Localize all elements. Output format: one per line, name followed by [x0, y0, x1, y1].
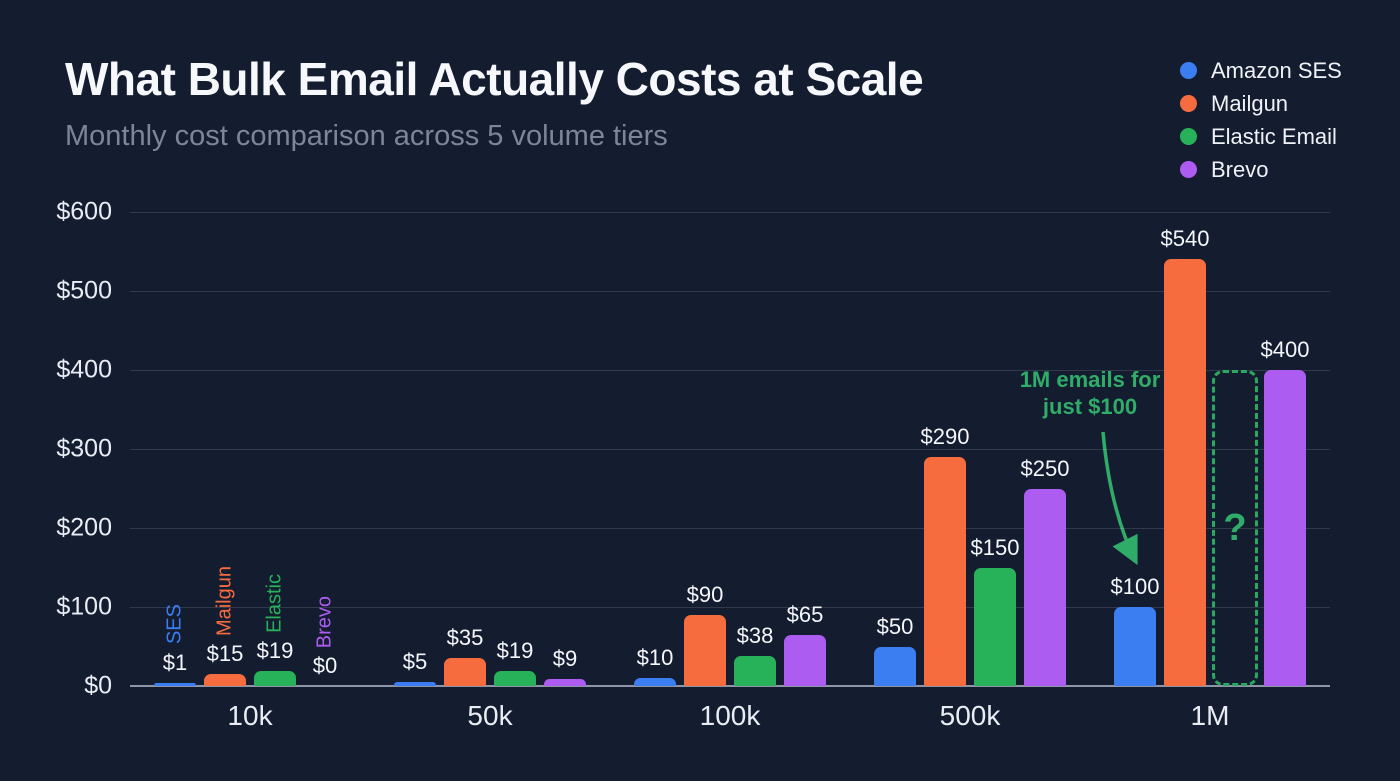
bar-amazon-ses-500k [874, 646, 916, 686]
bar-amazon-ses-10k [154, 682, 196, 686]
value-label-mailgun-50k: $35 [446, 625, 484, 651]
legend-label: Brevo [1211, 156, 1269, 182]
x-tick-label-100k: 100k [699, 700, 761, 731]
page-subtitle: Monthly cost comparison across 5 volume … [65, 120, 668, 152]
bar-mailgun-100k [684, 614, 726, 686]
x-tick-label-1M: 1M [1190, 700, 1230, 731]
y-tick-label: $300 [56, 434, 112, 463]
value-label-elastic-email-500k: $150 [970, 534, 1020, 560]
legend-label: Elastic Email [1211, 123, 1337, 149]
y-tick-label: $0 [84, 671, 112, 700]
y-tick-label: $400 [56, 355, 112, 384]
gridline-200 [130, 528, 1330, 529]
bar-brevo-100k [784, 634, 826, 686]
gridline-300 [130, 449, 1330, 450]
y-tick-label: $600 [56, 197, 112, 226]
y-tick-label: $100 [56, 592, 112, 621]
value-label-brevo-500k: $250 [1020, 455, 1070, 481]
value-label-amazon-ses-50k: $5 [402, 649, 428, 675]
gridline-400 [130, 370, 1330, 371]
legend-dot-icon [1180, 128, 1197, 145]
legend-dot-icon [1180, 62, 1197, 79]
value-label-amazon-ses-100k: $10 [636, 645, 674, 671]
value-label-mailgun-10k: $15 [206, 641, 244, 667]
page-title: What Bulk Email Actually Costs at Scale [65, 53, 924, 105]
gridline-600 [130, 212, 1330, 213]
value-label-brevo-1M: $400 [1260, 337, 1310, 362]
legend-item-amazon-ses: Amazon SES [1180, 54, 1342, 87]
legend-dot-icon [1180, 161, 1197, 178]
value-label-elastic-email-50k: $19 [496, 638, 534, 663]
series-vertical-label-mailgun: Mailgun [213, 566, 236, 637]
unknown-cost-placeholder: ? [1212, 370, 1258, 686]
annotation-callout: 1M emails for just $100 [1020, 366, 1161, 420]
question-mark-label: ? [1223, 506, 1247, 549]
y-tick-label: $500 [56, 276, 112, 305]
bar-brevo-500k [1024, 488, 1066, 686]
value-label-amazon-ses-1M: $100 [1110, 574, 1160, 599]
legend-item-elastic-email: Elastic Email [1180, 120, 1342, 153]
bar-mailgun-50k [444, 658, 486, 686]
x-tick-label-500k: 500k [939, 700, 1001, 731]
bar-amazon-ses-1M [1114, 607, 1156, 686]
bar-elastic-email-500k [974, 567, 1016, 686]
x-tick-label-10k: 10k [227, 700, 273, 731]
series-vertical-label-ses: SES [163, 604, 186, 645]
value-label-elastic-email-10k: $19 [256, 638, 294, 663]
value-label-brevo-50k: $9 [552, 645, 578, 671]
bar-brevo-1M [1264, 370, 1306, 686]
value-label-elastic-email-100k: $38 [736, 622, 774, 648]
series-vertical-label-elastic: Elastic [263, 574, 286, 633]
x-tick-label-50k: 50k [467, 700, 513, 731]
plot-area: $0 $100 $200 $300 $400 $500 $600 10k $1 SES $15 Mai… [56, 198, 1330, 731]
value-label-mailgun-500k: $290 [920, 423, 970, 449]
value-label-amazon-ses-500k: $50 [876, 613, 914, 639]
bar-amazon-ses-100k [634, 678, 676, 686]
legend-item-brevo: Brevo [1180, 153, 1342, 186]
bar-brevo-50k [544, 678, 586, 686]
bar-mailgun-500k [924, 456, 966, 686]
legend-label: Mailgun [1211, 90, 1289, 116]
legend-item-mailgun: Mailgun [1180, 87, 1342, 120]
value-label-amazon-ses-10k: $1 [162, 649, 188, 675]
bar-mailgun-10k [204, 674, 246, 686]
gridline-500 [130, 291, 1330, 292]
bar-elastic-email-50k [494, 671, 536, 686]
series-vertical-label-brevo: Brevo [313, 595, 336, 648]
x-axis-line [130, 685, 1330, 687]
bar-mailgun-1M [1164, 259, 1206, 686]
bar-elastic-email-100k [734, 655, 776, 686]
value-label-brevo-100k: $65 [786, 601, 824, 627]
value-label-mailgun-100k: $90 [686, 581, 724, 607]
legend-label: Amazon SES [1211, 57, 1342, 83]
legend: Amazon SES Mailgun Elastic Email Brevo [1180, 54, 1342, 186]
annotation-line-1: 1M emails for [1019, 367, 1161, 392]
bar-elastic-email-10k [254, 671, 296, 686]
annotation-line-2: just $100 [1042, 394, 1138, 419]
value-label-mailgun-1M: $540 [1160, 226, 1210, 252]
y-tick-label: $200 [56, 513, 112, 542]
value-label-brevo-10k: $0 [312, 653, 338, 678]
legend-dot-icon [1180, 95, 1197, 112]
bar-amazon-ses-50k [394, 682, 436, 686]
gridline-100 [130, 607, 1330, 608]
